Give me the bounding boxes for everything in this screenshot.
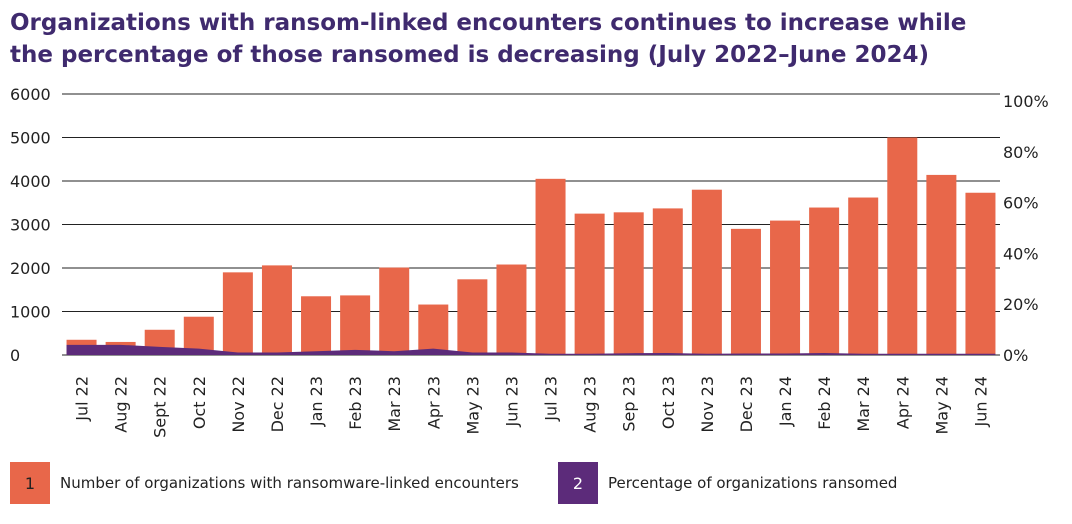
y2-tick-label: 60% (1003, 194, 1039, 213)
legend-label: Percentage of organizations ransomed (608, 474, 897, 492)
area (66, 344, 996, 355)
bar (574, 213, 605, 355)
bar (222, 272, 253, 355)
x-tick-label: Jul 23 (542, 376, 561, 422)
x-tick-label: Aug 22 (112, 376, 131, 433)
x-tick-label: Dec 23 (737, 376, 756, 432)
legend-key: 1 (25, 474, 35, 493)
x-tick-label: Jul 22 (73, 376, 92, 422)
x-tick-label: May 23 (463, 376, 482, 435)
x-tick-label: Oct 22 (190, 376, 209, 429)
x-tick-label: Nov 23 (698, 376, 717, 433)
x-tick-label: Jun 24 (971, 376, 990, 427)
x-tick-label: Jan 24 (776, 376, 795, 427)
x-tick-label: Feb 24 (815, 376, 834, 430)
bar (691, 189, 722, 355)
x-tick-label: Oct 23 (659, 376, 678, 429)
bar (496, 264, 527, 355)
bar (613, 212, 644, 355)
chart-subtitle: the percentage of those ransomed is decr… (10, 42, 929, 68)
y2-tick-label: 100% (1003, 92, 1049, 111)
chart-title: Organizations with ransom-linked encount… (10, 10, 966, 36)
x-tick-label: Mar 23 (385, 376, 404, 432)
y2-tick-label: 80% (1003, 143, 1039, 162)
x-tick-label: Apr 24 (893, 376, 912, 429)
y-tick-label: 3000 (10, 216, 51, 235)
legend-label: Number of organizations with ransomware-… (60, 474, 519, 492)
x-tick-label: Nov 22 (229, 376, 248, 433)
y2-tick-label: 40% (1003, 244, 1039, 263)
bar (301, 296, 332, 355)
x-tick-label: Sept 22 (151, 376, 170, 438)
bar (848, 197, 879, 355)
y2-tick-label: 20% (1003, 295, 1039, 314)
x-tick-label: May 24 (932, 376, 951, 435)
x-tick-label: Apr 23 (424, 376, 443, 429)
x-tick-label: Mar 24 (854, 376, 873, 432)
bar (926, 174, 957, 355)
y-tick-label: 4000 (10, 172, 51, 191)
legend-key: 2 (573, 474, 583, 493)
x-tick-label: Sep 23 (620, 376, 639, 432)
y-tick-label: 0 (10, 346, 20, 365)
bar (887, 137, 918, 355)
y-tick-label: 5000 (10, 129, 51, 148)
bar (730, 228, 761, 355)
y-tick-label: 6000 (10, 85, 51, 104)
x-tick-label: Feb 23 (346, 376, 365, 430)
bar (261, 265, 292, 355)
bar (457, 279, 488, 355)
x-tick-label: Dec 22 (268, 376, 287, 432)
bar (809, 207, 840, 355)
x-tick-label: Jun 23 (502, 376, 521, 427)
x-tick-label: Aug 23 (581, 376, 600, 433)
y-tick-label: 1000 (10, 303, 51, 322)
bar (652, 208, 683, 355)
legend-swatch (558, 462, 598, 504)
bar (535, 178, 566, 355)
bar (965, 192, 996, 355)
bar (418, 304, 449, 355)
x-tick-label: Jan 23 (307, 376, 326, 427)
y-tick-label: 2000 (10, 259, 51, 278)
bar (770, 220, 801, 355)
bar (340, 295, 371, 355)
bar (379, 267, 410, 355)
y2-tick-label: 0% (1003, 346, 1028, 365)
legend-swatch (10, 462, 50, 504)
